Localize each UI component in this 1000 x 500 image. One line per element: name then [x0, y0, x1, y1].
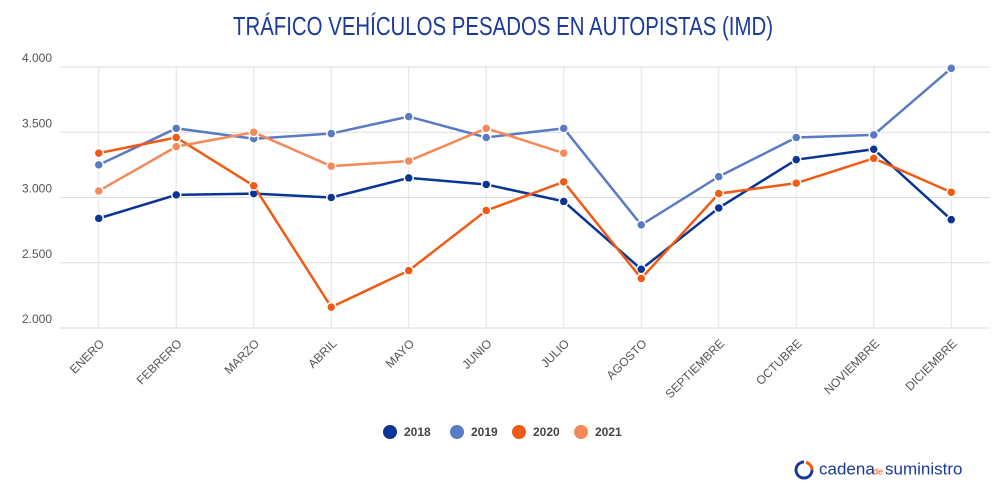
x-tick-label: FEBRERO: [134, 336, 185, 387]
legend-label: 2018: [404, 425, 431, 439]
logo-text: de: [873, 466, 883, 476]
marker: [403, 265, 414, 276]
marker: [946, 63, 957, 74]
marker: [558, 147, 569, 159]
marker: [326, 301, 337, 313]
legend-swatch: [512, 425, 526, 439]
x-tick-label: JULIO: [538, 336, 572, 370]
legend-swatch: [574, 425, 588, 439]
marker: [481, 123, 492, 134]
marker: [558, 176, 569, 188]
x-tick-label: OCTUBRE: [753, 336, 804, 387]
marker: [868, 129, 879, 141]
series: [93, 132, 957, 313]
y-tick-label: 3.000: [22, 182, 52, 196]
line: [98, 67, 953, 227]
marker: [326, 160, 337, 172]
y-tick-label: 2.500: [22, 247, 52, 261]
marker: [171, 132, 182, 143]
marker: [171, 141, 182, 152]
marker: [171, 189, 182, 201]
logo-text: suministro: [885, 459, 962, 478]
marker: [868, 153, 879, 164]
marker: [558, 196, 569, 207]
marker: [791, 132, 802, 143]
series: [93, 123, 569, 197]
x-tick-label: ENERO: [67, 336, 107, 376]
marker: [713, 188, 724, 199]
marker: [636, 219, 647, 231]
x-tick-label: MAYO: [383, 336, 417, 370]
marker: [636, 273, 647, 284]
marker: [713, 171, 724, 182]
x-tick-label: SEPTIEMBRE: [663, 336, 728, 401]
marker: [93, 213, 104, 224]
logo: cadena de suministro: [794, 459, 962, 480]
marker: [93, 147, 104, 159]
marker: [636, 264, 647, 275]
marker: [481, 205, 492, 216]
marker: [93, 185, 104, 197]
marker: [946, 187, 957, 198]
marker: [326, 192, 337, 203]
logo-text: cadena: [819, 459, 875, 478]
marker: [713, 202, 724, 214]
x-tick-label: MARZO: [222, 336, 263, 377]
y-tick-label: 3.500: [22, 116, 52, 130]
series: [93, 143, 957, 275]
marker: [326, 128, 337, 139]
x-tick-label: DICIEMBRE: [903, 336, 960, 393]
marker: [403, 155, 414, 167]
marker: [558, 123, 569, 134]
marker: [93, 159, 104, 171]
legend-label: 2020: [533, 425, 560, 439]
marker: [171, 123, 182, 134]
line: [98, 147, 953, 271]
marker: [403, 172, 414, 184]
marker: [481, 132, 492, 143]
y-tick-label: 4.000: [22, 51, 52, 65]
marker: [248, 127, 259, 138]
chart-title: TRÁFICO VEHÍCULOS PESADOS EN AUTOPISTAS …: [233, 11, 773, 41]
line: [98, 136, 952, 309]
x-tick-label: JUNIO: [459, 336, 494, 371]
x-tick-label: ABRIL: [305, 336, 340, 371]
legend-swatch: [383, 425, 397, 439]
legend-label: 2019: [471, 425, 498, 439]
marker: [791, 154, 802, 165]
x-tick-label: NOVIEMBRE: [821, 336, 882, 397]
marker: [791, 177, 802, 189]
y-tick-label: 2.000: [22, 312, 52, 326]
marker: [868, 143, 879, 155]
legend-label: 2021: [595, 425, 622, 439]
marker: [946, 214, 957, 225]
marker: [248, 180, 259, 192]
x-tick-label: AGOSTO: [604, 336, 650, 382]
legend-swatch: [450, 425, 464, 439]
logo-icon: [794, 460, 814, 480]
series: [93, 63, 957, 231]
marker: [403, 111, 414, 122]
marker: [481, 179, 492, 190]
logo-icon-accent: [805, 460, 814, 471]
